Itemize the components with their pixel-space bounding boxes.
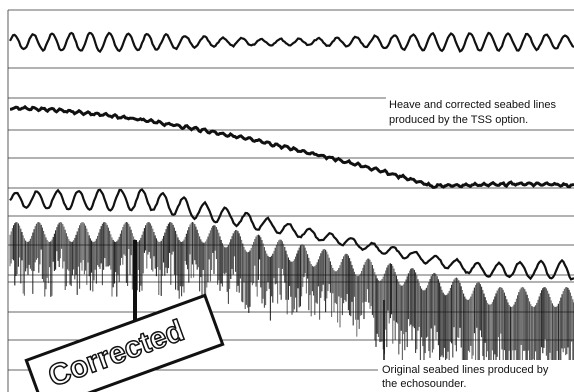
trace <box>9 188 574 281</box>
annotation: the echosounder. <box>382 378 466 390</box>
trace <box>9 31 574 54</box>
trace <box>9 104 574 189</box>
stamp-frame <box>24 293 225 392</box>
annotation: Heave and corrected seabed lines <box>389 99 556 111</box>
annotation: produced by the TSS option. <box>389 114 528 126</box>
label-backing <box>378 360 574 392</box>
traces <box>9 31 574 390</box>
annotation: Original seabed lines produced by <box>382 364 549 376</box>
label-backing <box>386 96 574 128</box>
